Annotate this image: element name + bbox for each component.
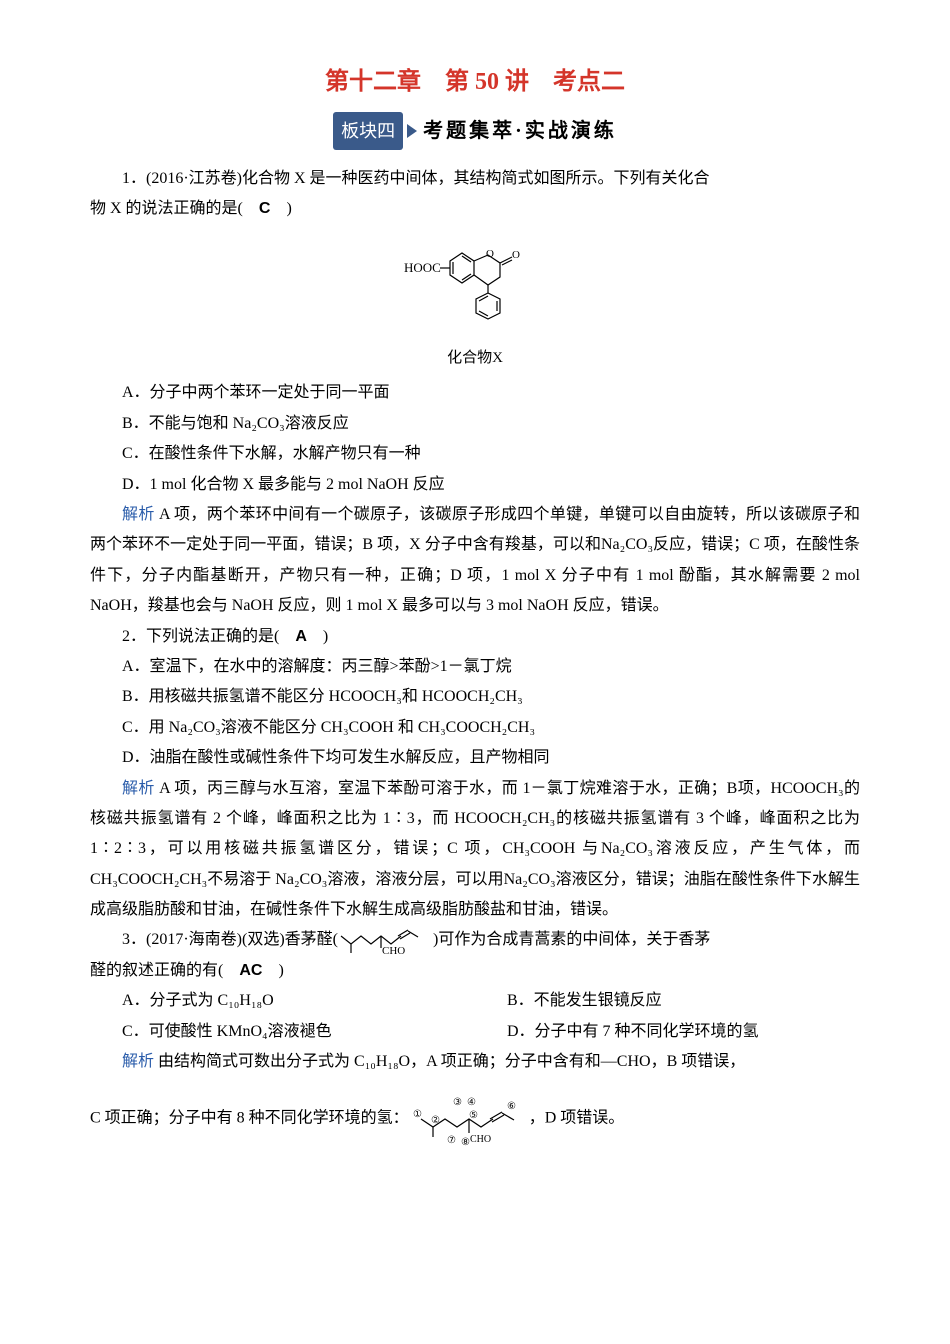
cho-label: CHO (382, 945, 405, 956)
q3-exp-line1: 解析 由结构简式可数出分子式为 C₁₀H₁₈O，A 项正确；分子中含有和—CHO… (90, 1047, 860, 1077)
q1-option-d: D．1 mol 化合物 X 最多能与 2 mol NaOH 反应 (90, 470, 860, 500)
q1-answer: C (259, 200, 271, 217)
q2-option-d: D．油脂在酸性或碱性条件下均可发生水解反应，且产物相同 (90, 743, 860, 773)
citronellal-numbered-structure-icon: CHO ① ② ③ ④ ⑤ ⑥ ⑦ ⑧ (409, 1091, 529, 1147)
q2-option-a: A．室温下，在水中的溶解度：丙三醇>苯酚>1－氯丁烷 (90, 652, 860, 682)
num-4: ④ (467, 1097, 476, 1108)
citronellal-structure-icon: CHO (338, 926, 433, 956)
q2-option-b: B．用核磁共振氢谱不能区分 HCOOCH₃和 HCOOCH₂CH₃ (90, 682, 860, 712)
q1-stem-line2: 物 X 的说法正确的是( C ) (90, 194, 860, 224)
q2-stem-c: ) (307, 628, 328, 645)
q3-exp-b: C 项正确；分子中有 8 种不同化学环境的氢： (90, 1110, 409, 1127)
q1-stem-b: 物 X 的说法正确的是( (90, 200, 259, 217)
q3-stem-b: )可作为合成青蒿素的中间体，关于香茅 (433, 931, 710, 948)
q2-exp-text: A 项，丙三醇与水互溶，室温下苯酚可溶于水，而 1－氯丁烷难溶于水，正确；B项，… (90, 780, 860, 919)
num-5: ⑤ (469, 1110, 478, 1121)
q3-stem-c: 醛的叙述正确的有( (90, 962, 239, 979)
q3-answer: AC (239, 962, 262, 979)
q1-exp-text: A 项，两个苯环中间有一个碳原子，该碳原子形成四个单键，单键可以自由旋转，所以该… (90, 506, 860, 614)
q1-stem-c: ) (270, 200, 291, 217)
q3-option-a: A．分子式为 C₁₀H₁₈O (90, 986, 475, 1016)
q2-exp-label: 解析 (122, 780, 155, 797)
q2-stem: 2．下列说法正确的是( A ) (90, 622, 860, 652)
q1-molecule: O O HOOC 化合物X (90, 231, 860, 373)
q3-stem-d: ) (262, 962, 283, 979)
q3-options-row2: C．可使酸性 KMnO₄溶液褪色 D．分子中有 7 种不同化学环境的氢 (90, 1017, 860, 1047)
badge-triangle-icon (407, 124, 417, 138)
q3-stem-a: 3．(2017·海南卷)(双选)香茅醛( (122, 931, 338, 948)
q1-stem-line1: 1．(2016·江苏卷)化合物 X 是一种医药中间体，其结构简式如图所示。下列有… (90, 164, 860, 194)
q3-option-b: B．不能发生银镜反应 (475, 986, 860, 1016)
page-title: 第十二章 第 50 讲 考点二 (90, 60, 860, 106)
q1-explanation: 解析 A 项，两个苯环中间有一个碳原子，该碳原子形成四个单键，单键可以自由旋转，… (90, 500, 860, 622)
q2-stem-a: 2．下列说法正确的是( (122, 628, 295, 645)
q3-option-d: D．分子中有 7 种不同化学环境的氢 (475, 1017, 860, 1047)
cho2-label: CHO (470, 1134, 491, 1145)
q3-exp-label: 解析 (122, 1053, 154, 1070)
num-6: ⑥ (507, 1101, 516, 1112)
q1-option-a: A．分子中两个苯环一定处于同一平面 (90, 378, 860, 408)
compound-x-structure-icon: O O HOOC (400, 231, 550, 331)
q2-answer: A (295, 628, 307, 645)
subtitle-badge: 板块四 (333, 112, 403, 150)
q2-option-c: C．用 Na₂CO₃溶液不能区分 CH₃COOH 和 CH₃COOCH₂CH₃ (90, 713, 860, 743)
hooc-label: HOOC (404, 260, 441, 275)
num-8: ⑧ (461, 1137, 470, 1147)
q3-option-c: C．可使酸性 KMnO₄溶液褪色 (90, 1017, 475, 1047)
num-7: ⑦ (447, 1135, 456, 1146)
q1-exp-label: 解析 (122, 506, 155, 523)
q2-explanation: 解析 A 项，丙三醇与水互溶，室温下苯酚可溶于水，而 1－氯丁烷难溶于水，正确；… (90, 774, 860, 926)
num-1: ① (413, 1109, 422, 1120)
q1-option-c: C．在酸性条件下水解，水解产物只有一种 (90, 439, 860, 469)
num-2: ② (431, 1115, 440, 1126)
subtitle-row: 板块四 考题集萃·实战演练 (90, 112, 860, 150)
q1-option-b: B．不能与饱和 Na₂CO₃溶液反应 (90, 409, 860, 439)
subtitle-text: 考题集萃·实战演练 (423, 112, 617, 150)
svg-text:O: O (512, 249, 520, 261)
compound-x-label: 化合物X (90, 344, 860, 373)
num-3: ③ (453, 1097, 462, 1108)
q3-options-row1: A．分子式为 C₁₀H₁₈O B．不能发生银镜反应 (90, 986, 860, 1016)
q3-stem-line1: 3．(2017·海南卷)(双选)香茅醛( CHO )可作为合成青蒿素的中间体，关… (90, 925, 860, 955)
q3-exp-line2: C 项正确；分子中有 8 种不同化学环境的氢： CHO ① ② ③ ④ ⑤ ⑥ … (90, 1091, 860, 1147)
q3-stem-line2: 醛的叙述正确的有( AC ) (90, 956, 860, 986)
svg-text:O: O (486, 248, 494, 260)
q3-exp-a: 由结构简式可数出分子式为 C₁₀H₁₈O，A 项正确；分子中含有和—CHO，B … (154, 1053, 745, 1070)
q3-exp-c: ，D 项错误。 (529, 1110, 625, 1127)
